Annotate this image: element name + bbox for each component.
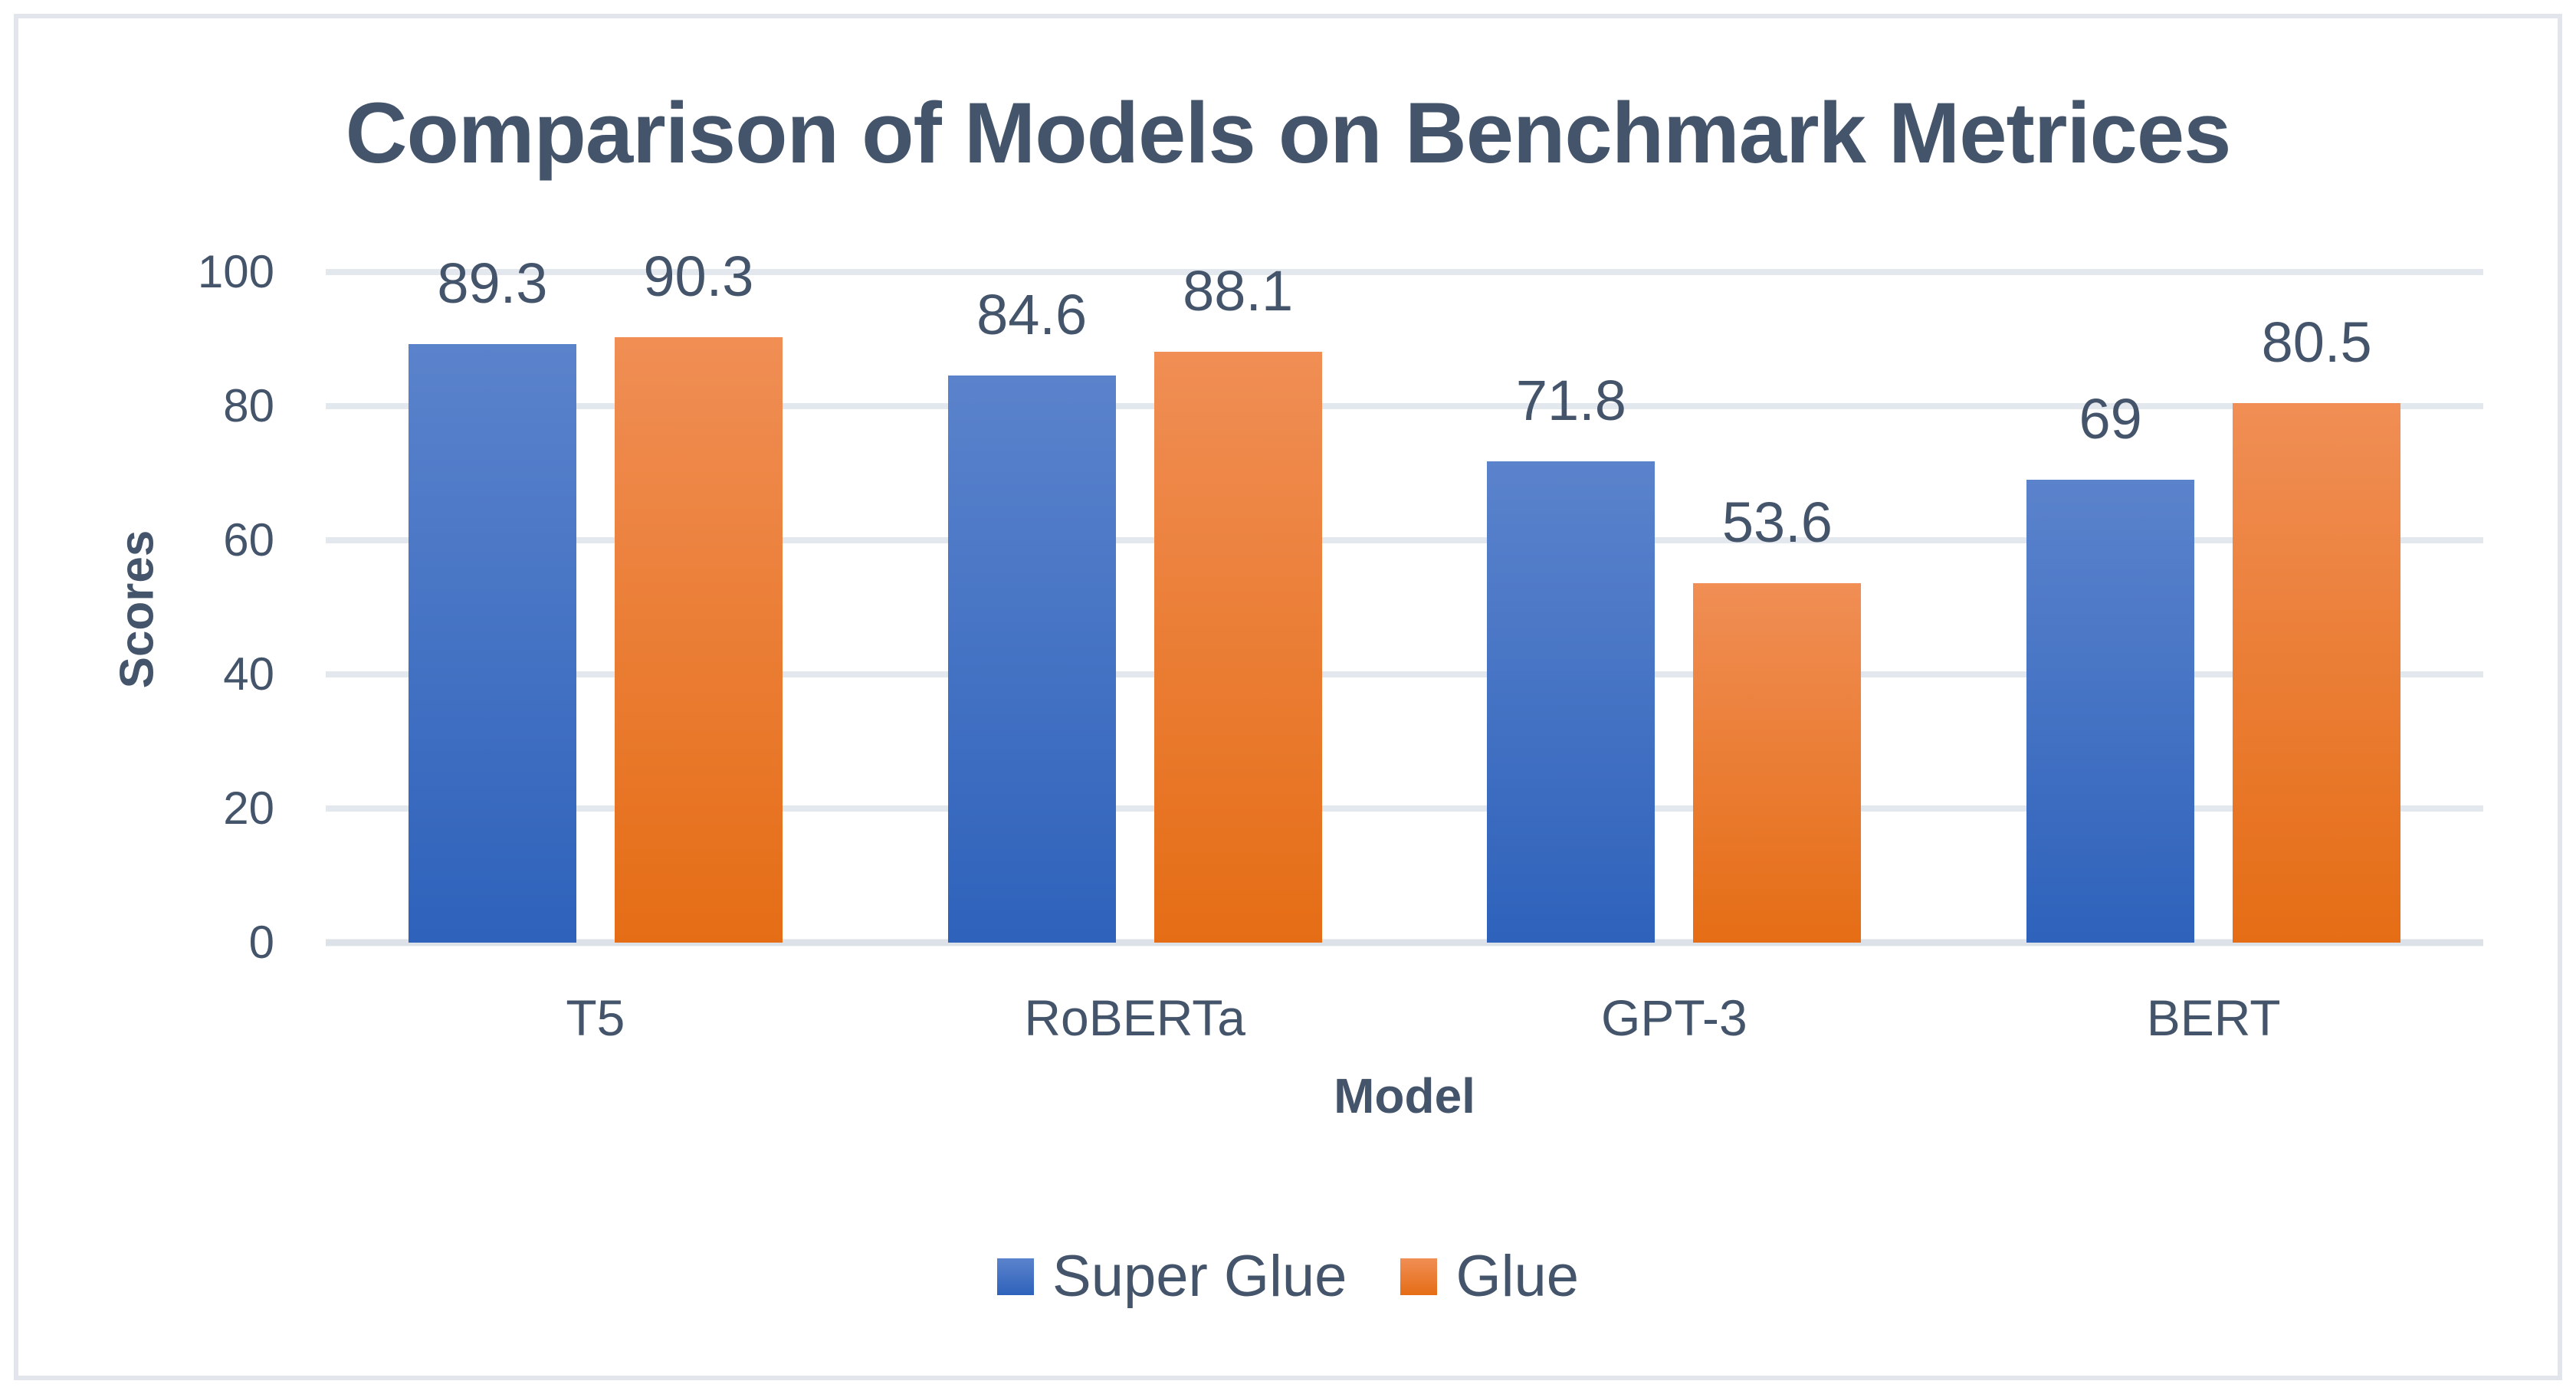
gridline-0 xyxy=(326,939,2483,946)
legend-label: Super Glue xyxy=(1052,1244,1347,1309)
bar-pair: 89.3 90.3 xyxy=(408,248,783,943)
legend-item-Glue: Glue xyxy=(1400,1248,1579,1306)
bar-column-BERT-Glue: 80.5 xyxy=(2233,272,2401,943)
value-label-Glue-GPT-3: 53.6 xyxy=(1721,490,1833,554)
bar-Super Glue-BERT xyxy=(2026,480,2195,943)
value-label-Super Glue-GPT-3: 71.8 xyxy=(1515,368,1626,432)
chart-title: Comparison of Models on Benchmark Metric… xyxy=(345,85,2232,181)
gridline-20 xyxy=(326,805,2483,812)
bar-column-GPT-3-Super Glue: 71.8 xyxy=(1487,272,1656,943)
y-tick-label-80: 80 xyxy=(223,380,274,431)
bar-Glue-BERT xyxy=(2233,402,2401,943)
plot-area: 89.3 90.3 84.6 88.1 71.8 53.6 69 80.5 xyxy=(326,248,2483,946)
value-label-Super Glue-T5: 89.3 xyxy=(437,251,548,315)
bar-Glue-T5 xyxy=(614,336,783,943)
y-tick-label-40: 40 xyxy=(223,648,274,700)
bar-column-T5-Glue: 90.3 xyxy=(614,248,783,943)
y-tick-label-60: 60 xyxy=(223,514,274,566)
legend-item-Super Glue: Super Glue xyxy=(997,1248,1347,1306)
legend: Super Glue Glue xyxy=(0,1248,2576,1306)
bar-pair: 84.6 88.1 xyxy=(947,263,1322,943)
legend-label: Glue xyxy=(1455,1244,1579,1309)
x-category-label-RoBERTa: RoBERTa xyxy=(1024,989,1245,1046)
gridline-60 xyxy=(326,537,2483,543)
bar-group-T5: 89.3 90.3 xyxy=(326,248,865,943)
value-label-Glue-BERT: 80.5 xyxy=(2261,310,2372,374)
bar-group-RoBERTa: 84.6 88.1 xyxy=(865,263,1405,943)
x-axis-category-labels: T5 RoBERTa GPT-3 BERT xyxy=(326,992,2483,1043)
bar-column-RoBERTa-Super Glue: 84.6 xyxy=(947,272,1116,943)
bar-pair: 69 80.5 xyxy=(2026,272,2401,943)
bar-Glue-RoBERTa xyxy=(1153,352,1322,943)
bar-Super Glue-RoBERTa xyxy=(947,375,1116,943)
bar-Glue-GPT-3 xyxy=(1693,583,1862,943)
x-category-label-T5: T5 xyxy=(566,989,625,1046)
bar-group-GPT-3: 71.8 53.6 xyxy=(1405,272,1944,943)
y-axis-tick-labels: 0 20 40 60 80 100 xyxy=(115,249,274,966)
bar-column-RoBERTa-Glue: 88.1 xyxy=(1153,263,1322,943)
bar-column-GPT-3-Glue: 53.6 xyxy=(1693,272,1862,943)
bar-column-T5-Super Glue: 89.3 xyxy=(408,254,576,943)
bar-group-BERT: 69 80.5 xyxy=(1944,272,2483,943)
value-label-Super Glue-RoBERTa: 84.6 xyxy=(976,282,1088,346)
gridline-100 xyxy=(326,269,2483,275)
bar-groups: 89.3 90.3 84.6 88.1 71.8 53.6 69 80.5 xyxy=(326,248,2483,943)
value-label-Glue-RoBERTa: 88.1 xyxy=(1183,259,1294,323)
value-label-Super Glue-BERT: 69 xyxy=(2079,387,2142,451)
y-tick-label-0: 0 xyxy=(248,917,274,968)
x-category-label-GPT-3: GPT-3 xyxy=(1601,989,1747,1046)
bar-Super Glue-GPT-3 xyxy=(1487,461,1656,943)
bar-pair: 71.8 53.6 xyxy=(1487,272,1862,943)
x-axis-title: Model xyxy=(1334,1068,1475,1123)
legend-swatch-icon xyxy=(997,1258,1034,1295)
bar-column-BERT-Super Glue: 69 xyxy=(2026,272,2195,943)
y-tick-label-100: 100 xyxy=(197,246,274,297)
y-tick-label-20: 20 xyxy=(223,782,274,834)
legend-swatch-icon xyxy=(1400,1258,1438,1295)
value-label-Glue-T5: 90.3 xyxy=(643,244,754,308)
x-category-label-BERT: BERT xyxy=(2146,989,2281,1046)
gridline-80 xyxy=(326,403,2483,409)
bar-Super Glue-T5 xyxy=(408,343,576,943)
gridline-40 xyxy=(326,671,2483,677)
